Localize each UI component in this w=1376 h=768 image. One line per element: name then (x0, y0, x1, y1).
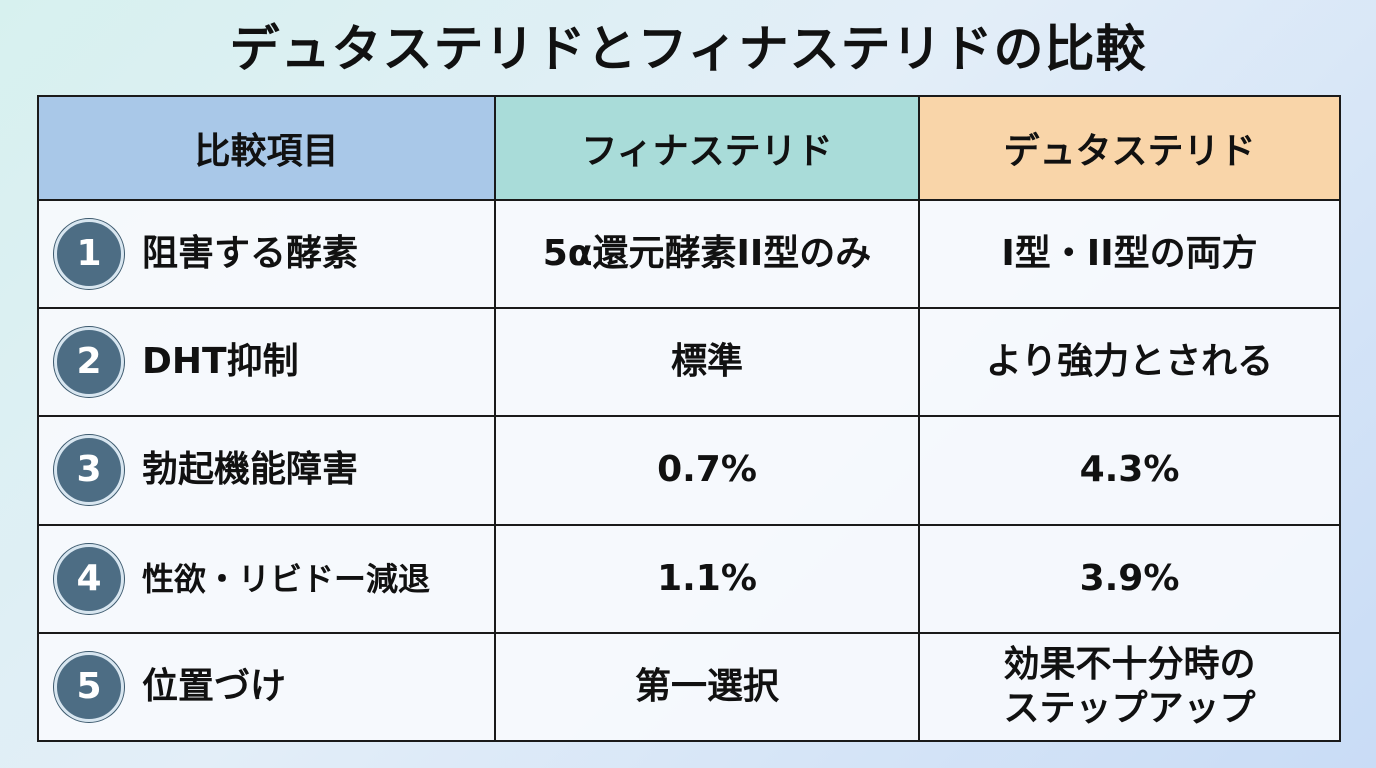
dutasteride-cell: より強力とされる (918, 307, 1341, 418)
item-label: DHT抑制 (142, 341, 299, 383)
number-badge: 4 (54, 543, 124, 614)
item-cell: 4 性欲・リビドー減退 (37, 523, 496, 634)
number-badge: 3 (54, 435, 124, 506)
item-label: 阻害する酵素 (142, 233, 359, 275)
number-badge: 5 (54, 651, 124, 722)
table-row: 5 位置づけ 第一選択 効果不十分時の ステップアップ (37, 631, 1341, 743)
dutasteride-cell: 効果不十分時の ステップアップ (918, 631, 1341, 743)
item-label: 位置づけ (142, 665, 287, 707)
header-dutasteride: デュタステリド (918, 95, 1341, 201)
page-title: デュタステリドとフィナステリドの比較 (229, 20, 1147, 78)
item-cell: 3 勃起機能障害 (37, 415, 496, 526)
finasteride-cell: 5α還元酵素II型のみ (494, 198, 920, 310)
number-badge: 2 (54, 327, 124, 398)
item-cell: 2 DHT抑制 (37, 307, 496, 418)
table-row: 4 性欲・リビドー減退 1.1% 3.9% (37, 523, 1341, 634)
item-label: 勃起機能障害 (142, 449, 359, 491)
item-label: 性欲・リビドー減退 (142, 559, 431, 598)
table-row: 3 勃起機能障害 0.7% 4.3% (37, 415, 1341, 526)
dutasteride-text-line-2: ステップアップ (1003, 687, 1256, 729)
dutasteride-text: I型・II型の両方 (1001, 233, 1258, 275)
header-finasteride: フィナステリド (494, 95, 920, 201)
finasteride-cell: 0.7% (494, 415, 920, 526)
dutasteride-cell: 3.9% (918, 523, 1341, 634)
dutasteride-cell: I型・II型の両方 (918, 198, 1341, 310)
header-item: 比較項目 (37, 95, 496, 201)
dutasteride-cell: 4.3% (918, 415, 1341, 526)
dutasteride-text: 3.9% (1079, 557, 1180, 599)
comparison-table: 比較項目 フィナステリド デュタステリド 1 阻害する酵素 5α還元酵素II型の… (37, 95, 1341, 743)
number-badge: 1 (54, 219, 124, 290)
item-cell: 1 阻害する酵素 (37, 198, 496, 310)
finasteride-cell: 第一選択 (494, 631, 920, 743)
finasteride-cell: 1.1% (494, 523, 920, 634)
dutasteride-text-line-1: 効果不十分時の (1003, 643, 1256, 685)
table-row: 2 DHT抑制 標準 より強力とされる (37, 307, 1341, 418)
dutasteride-text: より強力とされる (985, 341, 1274, 383)
table-row: 1 阻害する酵素 5α還元酵素II型のみ I型・II型の両方 (37, 198, 1341, 310)
item-cell: 5 位置づけ (37, 631, 496, 743)
dutasteride-text: 4.3% (1079, 449, 1180, 491)
finasteride-cell: 標準 (494, 307, 920, 418)
table-header-row: 比較項目 フィナステリド デュタステリド (37, 95, 1341, 201)
